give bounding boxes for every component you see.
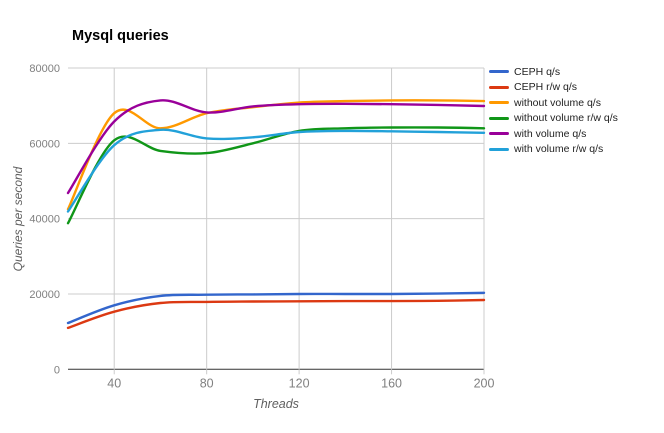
x-tick-label: 200 <box>474 376 495 390</box>
legend-item-with-volume-rw-qs: with volume r/w q/s <box>489 142 618 158</box>
legend-swatch-with-volume-rw-qs <box>489 147 509 151</box>
x-tick-label: 160 <box>381 376 402 390</box>
legend-item-without-volume-qs: without volume q/s <box>489 95 618 111</box>
y-tick-label: 20000 <box>29 289 60 301</box>
legend-item-with-volume-qs: with volume q/s <box>489 126 618 142</box>
y-tick-label: 60000 <box>29 138 60 150</box>
series-line-with-volume-q-s <box>66 99 486 195</box>
legend-label: with volume q/s <box>514 127 587 140</box>
series-line-without-volume-q-s <box>66 99 486 211</box>
legend-item-without-volume-rw-qs: without volume r/w q/s <box>489 111 618 127</box>
series-line-with-volume-r-w-q-s <box>66 128 486 213</box>
chart-title: Mysql queries <box>72 28 169 44</box>
legend-swatch-ceph-qs <box>489 70 509 74</box>
series-line-without-volume-r-w-q-s <box>66 126 486 225</box>
x-tick-label: 40 <box>107 376 121 390</box>
legend-swatch-with-volume-qs <box>489 132 509 136</box>
legend-item-ceph-rw-qs: CEPH r/w q/s <box>489 80 618 96</box>
y-tick-label: 80000 <box>29 63 60 75</box>
legend-label: without volume r/w q/s <box>514 112 618 125</box>
legend-label: without volume q/s <box>514 96 601 109</box>
legend-item-ceph-qs: CEPH q/s <box>489 64 618 80</box>
legend-swatch-ceph-rw-qs <box>489 85 509 89</box>
x-tick-label: 80 <box>200 376 214 390</box>
y-tick-label: 0 <box>54 364 60 376</box>
legend-label: CEPH q/s <box>514 65 561 78</box>
series-line-ceph-q-s <box>66 291 486 325</box>
series-line-ceph-r-w-q-s <box>66 298 486 330</box>
x-axis-title: Threads <box>253 397 299 411</box>
legend-label: CEPH r/w q/s <box>514 81 578 94</box>
legend: CEPH q/s CEPH r/w q/s without volume q/s… <box>489 64 618 157</box>
x-tick-label: 120 <box>289 376 310 390</box>
y-tick-label: 40000 <box>29 214 60 226</box>
legend-label: with volume r/w q/s <box>514 143 604 156</box>
y-axis-title: Queries per second <box>11 166 25 272</box>
legend-swatch-without-volume-qs <box>489 101 509 105</box>
legend-swatch-without-volume-rw-qs <box>489 116 509 120</box>
